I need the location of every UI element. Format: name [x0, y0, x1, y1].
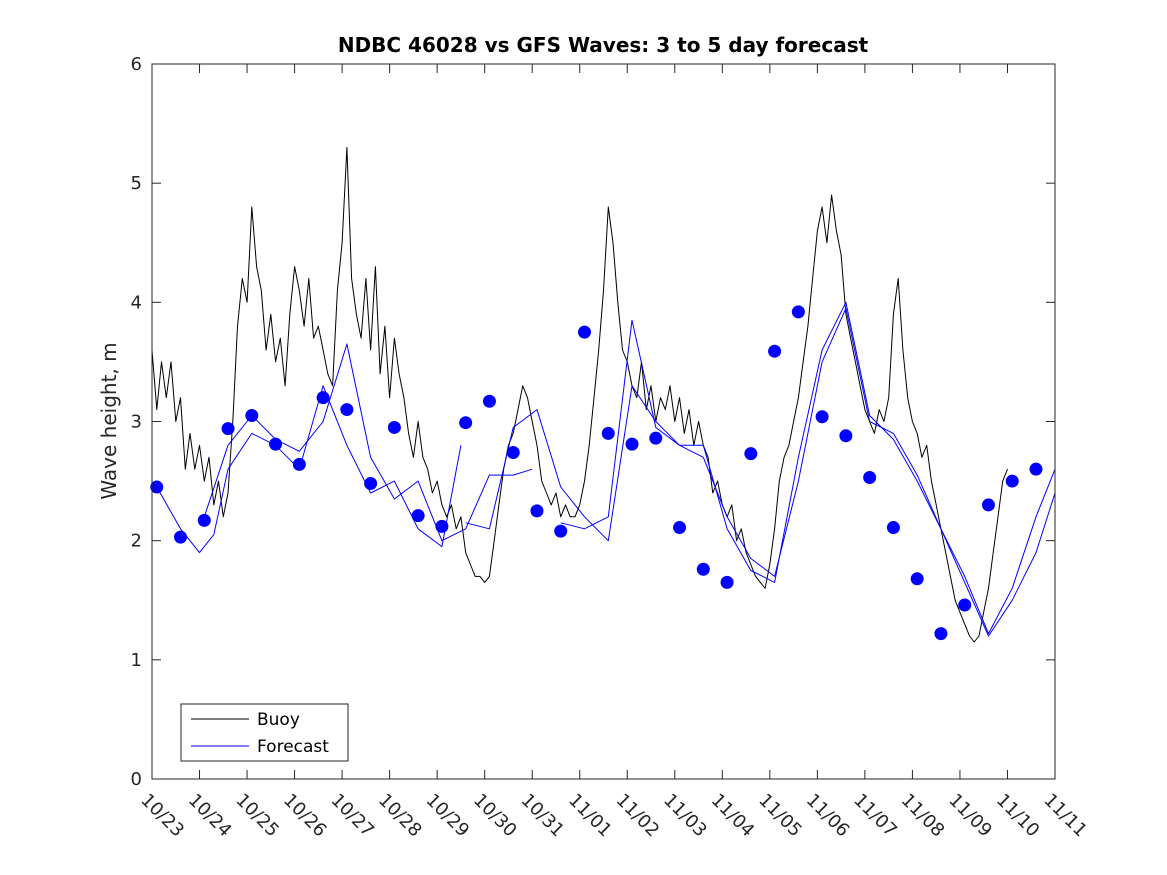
x-tick-label: 11/11 [1039, 790, 1091, 842]
forecast-point [744, 447, 758, 461]
y-axis-label: Wave height, m [97, 342, 121, 499]
x-tick-label: 11/10 [992, 790, 1044, 842]
forecast-point [197, 513, 211, 527]
x-tick-label: 10/24 [184, 790, 236, 842]
forecast-point [649, 431, 663, 445]
x-tick-label: 11/01 [564, 790, 616, 842]
y-tick-label: 5 [131, 173, 142, 194]
forecast-point [791, 305, 805, 319]
forecast-point [720, 575, 734, 589]
forecast-series-line [560, 301, 1056, 637]
x-tick-label: 11/09 [944, 790, 996, 842]
legend-forecast-label: Forecast [257, 737, 329, 757]
forecast-point [577, 325, 591, 339]
x-tick-label: 11/07 [849, 790, 901, 842]
forecast-point [981, 498, 995, 512]
forecast-point [269, 437, 283, 451]
forecast-point [221, 422, 235, 436]
x-tick-label: 11/05 [754, 790, 806, 842]
x-tick-label: 11/02 [612, 790, 664, 842]
forecast-point [673, 521, 687, 535]
y-axis: 0 1 2 3 4 5 6 [131, 54, 1055, 790]
x-tick-label: 10/30 [469, 790, 521, 842]
forecast-point [696, 562, 710, 576]
legend: Buoy Forecast [180, 703, 349, 762]
x-tick-label: 11/04 [707, 790, 759, 842]
y-tick-label: 3 [131, 412, 142, 433]
chart-title: NDBC 46028 vs GFS Waves: 3 to 5 day fore… [338, 33, 869, 57]
x-tick-label: 10/27 [327, 790, 379, 842]
forecast-point [459, 416, 473, 430]
forecast-point [506, 445, 520, 459]
buoy-series-line [151, 146, 1008, 643]
forecast-point [863, 471, 877, 485]
forecast-point [316, 391, 330, 405]
forecast-point [958, 598, 972, 612]
forecast-point [910, 572, 924, 586]
data-layer [150, 146, 1056, 643]
x-tick-label: 10/31 [517, 790, 569, 842]
x-tick-label: 11/03 [659, 790, 711, 842]
y-tick-label: 4 [131, 292, 142, 313]
forecast-point [768, 344, 782, 358]
forecast-point [625, 437, 639, 451]
y-tick-label: 0 [131, 769, 142, 790]
x-tick-label: 10/23 [136, 790, 188, 842]
forecast-point [934, 627, 948, 641]
forecast-point [1029, 462, 1043, 476]
forecast-point [815, 410, 829, 424]
x-tick-label: 10/25 [232, 790, 284, 842]
forecast-point [245, 409, 259, 423]
forecast-point [530, 504, 544, 518]
forecast-point [601, 426, 615, 440]
x-tick-label: 11/06 [802, 790, 854, 842]
forecast-point [411, 509, 425, 523]
forecast-point [174, 530, 188, 544]
x-tick-label: 10/26 [279, 790, 331, 842]
x-tick-label: 10/29 [422, 790, 474, 842]
forecast-point [435, 519, 449, 533]
forecast-point [150, 480, 164, 494]
x-tick-label: 11/08 [897, 790, 949, 842]
y-tick-label: 1 [131, 650, 142, 671]
x-tick-label: 10/28 [374, 790, 426, 842]
forecast-point [387, 420, 401, 434]
forecast-series-line [203, 343, 533, 542]
forecast-point [839, 429, 853, 443]
forecast-point [340, 403, 354, 417]
forecast-series-line [465, 307, 1056, 635]
forecast-point [364, 476, 378, 490]
forecast-point [554, 524, 568, 538]
forecast-point [292, 457, 306, 471]
legend-box [180, 703, 349, 762]
y-tick-label: 6 [131, 54, 142, 75]
forecast-point [886, 521, 900, 535]
plot-area [152, 64, 1055, 779]
forecast-point [1005, 474, 1019, 488]
y-tick-label: 2 [131, 531, 142, 552]
forecast-point [482, 394, 496, 408]
legend-buoy-label: Buoy [257, 710, 300, 730]
